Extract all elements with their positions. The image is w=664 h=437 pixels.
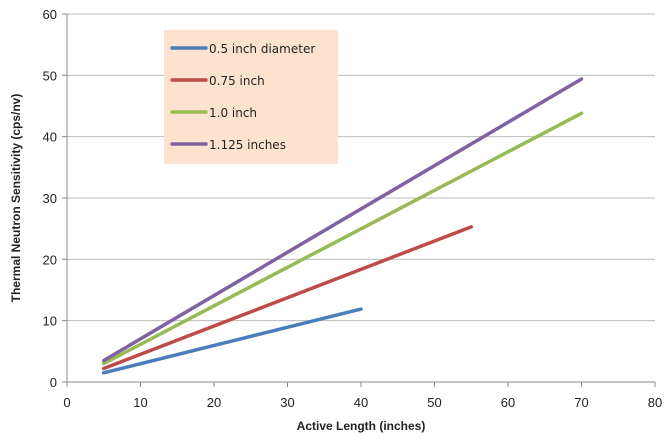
y-tick-label: 60: [43, 7, 57, 22]
legend-label-3: 1.0 inch: [209, 106, 257, 120]
series-line-3: [102, 111, 584, 366]
y-tick-label: 50: [43, 68, 57, 83]
x-tick-label: 70: [574, 395, 588, 410]
y-tick-label: 0: [50, 375, 57, 390]
y-tick-label: 20: [43, 252, 57, 267]
legend-label-1: 0.5 inch diameter: [209, 42, 315, 56]
axis-layer: 0 10 20 30 40 50 60 0 10 20 30 40 50 60 70 80: [43, 7, 663, 410]
x-tick-label: 20: [207, 395, 221, 410]
x-axis-title: Active Length (inches): [297, 419, 426, 433]
y-tick-label: 40: [43, 130, 57, 145]
legend-label-2: 0.75 inch: [209, 74, 265, 88]
x-tick-label: 50: [427, 395, 441, 410]
series-line-4: [102, 77, 584, 363]
x-tick-label: 80: [648, 395, 662, 410]
legend-background: [164, 30, 338, 164]
y-tick-label: 10: [43, 314, 57, 329]
series-line-1: [102, 307, 363, 375]
grid-layer: [67, 13, 655, 322]
x-tick-label: 0: [63, 395, 70, 410]
x-tick-label: 30: [280, 395, 294, 410]
y-axis-title: Thermal Neutron Sensitivity (cps/nv): [9, 94, 23, 303]
x-tick-label: 10: [133, 395, 147, 410]
series-layer: [102, 77, 584, 375]
legend-label-4: 1.125 inches: [209, 138, 286, 152]
x-tick-label: 40: [354, 395, 368, 410]
y-tick-label: 30: [43, 191, 57, 206]
x-tick-label: 60: [501, 395, 515, 410]
series-line-2: [102, 225, 473, 371]
legend: 0.5 inch diameter 0.75 inch 1.0 inch 1.125 …: [164, 30, 338, 164]
